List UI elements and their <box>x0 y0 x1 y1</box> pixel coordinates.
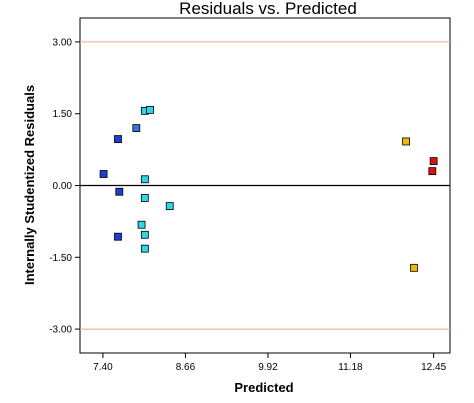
y-tick-label-4: -3.00 <box>49 325 72 336</box>
y-axis-label: Internally Studentized Residuals <box>22 85 37 285</box>
x-tick-label-1: 8.66 <box>176 362 196 373</box>
data-point-2 <box>115 187 124 196</box>
x-tick-label-4: 12.45 <box>421 362 446 373</box>
data-point-13 <box>402 137 411 146</box>
y-tick-label-2: 0.00 <box>53 181 73 192</box>
data-point-9 <box>137 220 146 229</box>
reference-lines <box>80 41 450 330</box>
y-tick-label-0: 3.00 <box>53 37 73 48</box>
data-point-3 <box>114 232 122 241</box>
data-point-15 <box>429 157 438 165</box>
x-tick-label-0: 7.40 <box>93 362 113 373</box>
x-tick-label-2: 9.92 <box>258 362 278 373</box>
x-axis-label: Predicted <box>234 380 293 395</box>
y-axis-ticks: 3.00 1.50 0.00 -1.50 -3.00 <box>49 37 80 336</box>
data-point-16 <box>428 167 437 176</box>
data-point-8 <box>140 194 149 202</box>
chart-title: Residuals vs. Predicted <box>179 0 357 18</box>
data-point-6 <box>146 105 154 114</box>
y-tick-label-3: -1.50 <box>49 253 72 264</box>
data-points <box>99 105 438 272</box>
data-point-1 <box>114 135 122 143</box>
y-tick-label-1: 1.50 <box>53 109 73 120</box>
x-tick-label-3: 11.18 <box>338 362 363 373</box>
data-point-12 <box>165 202 174 210</box>
data-point-0 <box>99 170 108 178</box>
data-point-11 <box>140 244 149 253</box>
data-point-10 <box>140 230 149 239</box>
x-axis-ticks: 7.40 8.66 9.92 11.18 12.45 <box>93 353 447 373</box>
data-point-4 <box>132 124 141 132</box>
data-point-7 <box>140 175 149 184</box>
data-point-14 <box>410 263 418 272</box>
